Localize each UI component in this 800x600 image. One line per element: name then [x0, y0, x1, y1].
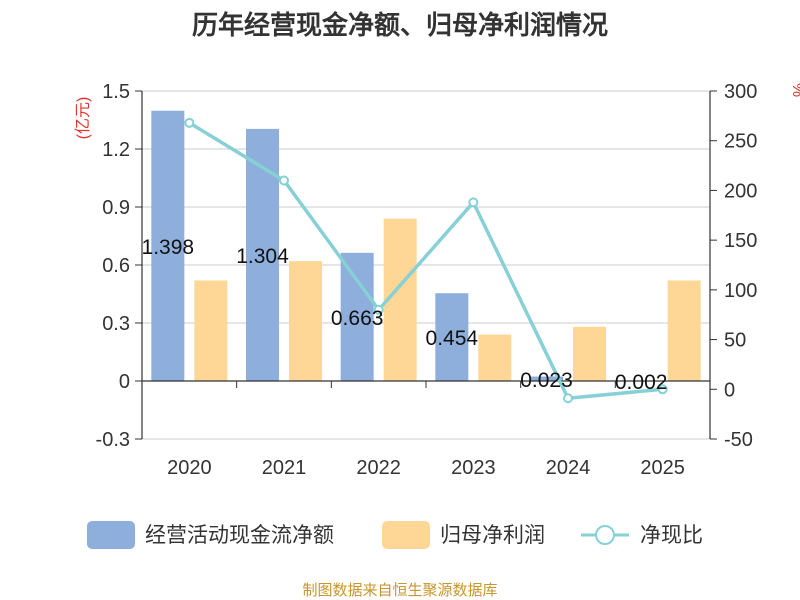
cashflow-bar	[340, 252, 374, 381]
x-tick-label: 2022	[356, 457, 401, 479]
profit-bar	[289, 261, 322, 381]
ratio-point	[563, 393, 573, 404]
gridlines	[142, 90, 710, 440]
cashflow-bar	[530, 376, 563, 381]
left-tick-label: 1.2	[102, 139, 130, 161]
legend-swatch-cashflow	[87, 521, 135, 549]
cashflow-bar	[435, 293, 469, 381]
legend-label-profit[interactable]: 归母净利润	[440, 523, 545, 547]
cashflow-bar	[151, 110, 185, 381]
left-tick-label: 0.6	[102, 255, 130, 277]
left-tick-label: 0.3	[102, 313, 130, 335]
left-tick-label: 0.9	[102, 197, 130, 219]
left-tick-label: 1.5	[102, 81, 130, 103]
ratio-point	[184, 117, 195, 128]
cashflow-data-label: 0.663	[331, 307, 384, 330]
cashflow-bar	[246, 128, 279, 381]
x-tick-label: 2025	[640, 457, 685, 479]
cashflow-data-label: 0.023	[520, 369, 573, 392]
cashflow-data-label: 1.398	[142, 236, 195, 259]
ratio-point	[468, 197, 479, 208]
right-tick-label: 250	[724, 131, 757, 153]
legend-label-cashflow[interactable]: 经营活动现金流净额	[145, 523, 334, 547]
right-tick-label: -50	[724, 429, 753, 451]
profit-bar	[573, 326, 606, 381]
right-tick-label: 200	[724, 180, 757, 202]
ratio-point	[279, 175, 289, 186]
source-note: 制图数据来自恒生聚源数据库	[302, 581, 497, 599]
profit-bar	[667, 280, 701, 381]
right-tick-label: 150	[724, 230, 757, 252]
left-axis-unit: (亿元)	[74, 97, 92, 140]
ratio-line-path	[188, 121, 663, 401]
right-tick-label: 100	[724, 280, 757, 302]
legend-swatch-ratio-marker	[595, 525, 615, 545]
legend: 经营活动现金流净额 归母净利润 净现比	[87, 521, 703, 549]
legend-swatch-profit	[382, 521, 430, 549]
axes: 1.5 1.2 0.9 0.6 0.3 0 -0.3 300 250 200 150 100 50 0 -5…	[96, 81, 758, 479]
data-labels: 1.398 1.304 0.663 0.454 0.023 0.002	[142, 236, 668, 394]
ratio-point	[373, 304, 384, 315]
right-tick-label: 50	[724, 330, 746, 352]
right-tick-label: 0	[724, 379, 735, 401]
chart-title: 历年经营现金净额、归母净利润情况	[192, 10, 608, 41]
cashflow-data-label: 1.304	[236, 245, 289, 268]
ratio-line	[184, 117, 668, 404]
x-tick-label: 2020	[167, 457, 212, 479]
legend-label-ratio[interactable]: 净现比	[640, 523, 703, 547]
cashflow-data-label: 0.454	[426, 327, 479, 350]
profit-bar	[194, 280, 228, 381]
x-tick-label: 2023	[451, 457, 496, 479]
x-tick-label: 2021	[262, 457, 307, 479]
ratio-point	[657, 384, 668, 395]
left-tick-label: -0.3	[96, 429, 130, 451]
right-tick-label: 300	[724, 81, 757, 103]
profit-bar	[478, 334, 512, 381]
cashflow-data-label: 0.002	[615, 371, 668, 394]
x-tick-label: 2024	[546, 457, 591, 479]
bars	[151, 110, 701, 382]
right-axis-unit: %	[789, 83, 800, 97]
left-tick-label: 0	[119, 371, 130, 393]
